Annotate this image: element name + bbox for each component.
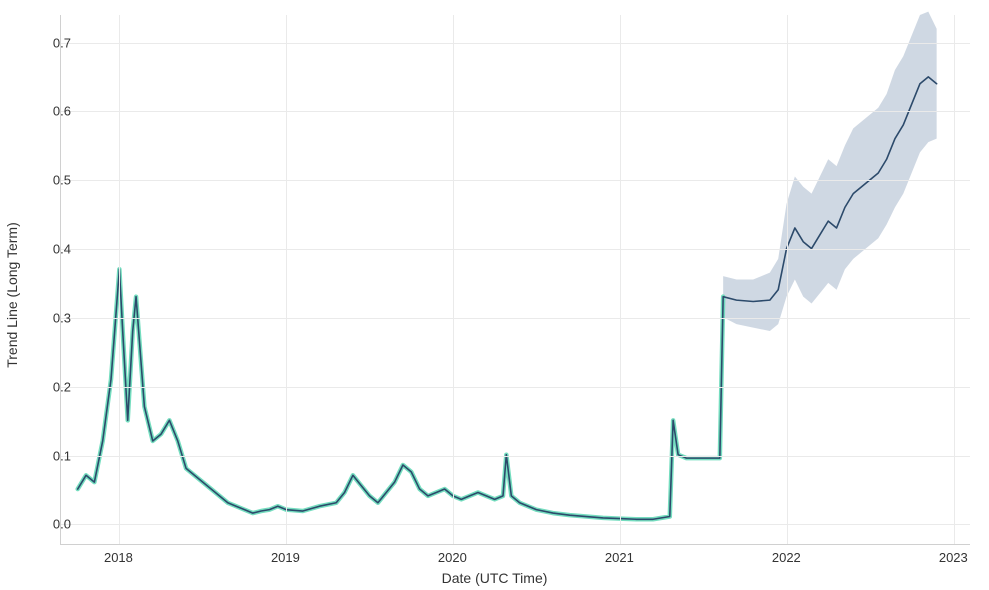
y-tick-label: 0.7 xyxy=(31,35,71,50)
grid-line-v xyxy=(453,15,454,544)
grid-line-v xyxy=(954,15,955,544)
x-tick-label: 2019 xyxy=(271,550,300,565)
x-tick-label: 2021 xyxy=(605,550,634,565)
x-tick-label: 2023 xyxy=(939,550,968,565)
y-tick-label: 0.6 xyxy=(31,104,71,119)
grid-line-v xyxy=(286,15,287,544)
grid-line-h xyxy=(61,456,970,457)
historical-band-line xyxy=(78,269,723,519)
y-tick-label: 0.0 xyxy=(31,517,71,532)
chart-container xyxy=(60,15,970,545)
plot-area xyxy=(60,15,970,545)
y-tick-label: 0.2 xyxy=(31,379,71,394)
grid-line-h xyxy=(61,249,970,250)
grid-line-h xyxy=(61,524,970,525)
grid-line-h xyxy=(61,387,970,388)
x-tick-label: 2020 xyxy=(438,550,467,565)
y-axis-label: Trend Line (Long Term) xyxy=(4,222,20,368)
y-tick-label: 0.1 xyxy=(31,448,71,463)
x-tick-label: 2022 xyxy=(772,550,801,565)
x-axis-label: Date (UTC Time) xyxy=(442,570,548,586)
y-tick-label: 0.5 xyxy=(31,173,71,188)
forecast-band xyxy=(723,12,936,331)
grid-line-h xyxy=(61,180,970,181)
grid-line-h xyxy=(61,318,970,319)
y-tick-label: 0.4 xyxy=(31,242,71,257)
grid-line-v xyxy=(787,15,788,544)
grid-line-v xyxy=(119,15,120,544)
y-tick-label: 0.3 xyxy=(31,310,71,325)
grid-line-h xyxy=(61,43,970,44)
grid-line-h xyxy=(61,111,970,112)
x-tick-label: 2018 xyxy=(104,550,133,565)
chart-svg xyxy=(61,15,970,544)
grid-line-v xyxy=(620,15,621,544)
